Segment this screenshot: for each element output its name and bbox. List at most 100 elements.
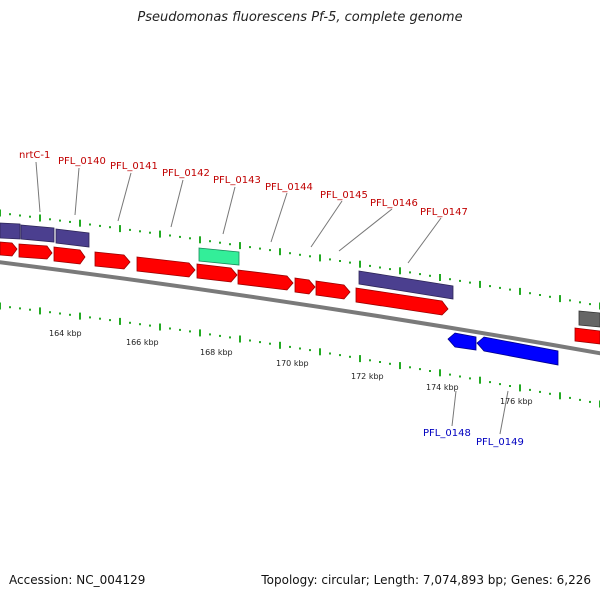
outer-tick [229, 243, 231, 246]
outer-tick [489, 285, 491, 288]
outer-tick [9, 213, 11, 216]
forward-gene-arrow[interactable] [315, 280, 351, 300]
forward-gene-arrow[interactable] [355, 287, 449, 316]
forward-gene-arrow[interactable] [196, 263, 238, 283]
outer-tick [19, 214, 21, 217]
inner-tick [199, 329, 201, 337]
forward-gene-arrow[interactable] [237, 269, 294, 291]
outer-tick [399, 267, 401, 275]
outer-tick [469, 281, 471, 284]
inner-tick [429, 370, 431, 372]
inner-tick [119, 317, 121, 325]
forward-gene-arrow[interactable] [574, 327, 600, 345]
scale-label: 164 kbp [49, 329, 82, 338]
inner-tick [469, 377, 471, 380]
outer-tick [139, 230, 141, 233]
inner-tick [359, 355, 361, 363]
inner-tick [19, 307, 21, 310]
outer-tick [279, 248, 281, 256]
forward-gene-arrow[interactable] [53, 246, 86, 265]
outer-tick [409, 271, 411, 274]
gene-label-forward[interactable]: PFL_0141 [110, 161, 158, 172]
inner-tick [519, 384, 521, 392]
inner-tick [39, 307, 41, 315]
gene-label-forward[interactable]: PFL_0147 [420, 207, 468, 218]
outer-tick [69, 220, 71, 223]
feature-block[interactable] [358, 270, 454, 300]
outer-tick [99, 224, 101, 227]
outer-tick [89, 223, 91, 226]
outer-tick [259, 247, 261, 250]
inner-tick [229, 336, 231, 339]
inner-tick [419, 368, 421, 371]
inner-tick [349, 355, 351, 358]
reverse-gene-arrow[interactable] [476, 336, 559, 366]
outer-tick [209, 240, 211, 243]
outer-tick [549, 295, 551, 298]
outer-tick [589, 303, 591, 306]
inner-tick [589, 400, 591, 403]
inner-tick [329, 352, 331, 355]
feature-block[interactable] [20, 224, 55, 243]
scale-label: 166 kbp [126, 338, 159, 347]
inner-tick [279, 341, 281, 349]
forward-gene-arrow[interactable] [136, 256, 196, 278]
gene-label-forward[interactable]: PFL_0146 [370, 198, 418, 209]
gene-label-forward[interactable]: PFL_0140 [58, 156, 106, 167]
gene-label-forward[interactable]: PFL_0142 [162, 168, 210, 179]
inner-tick [69, 313, 71, 316]
inner-tick [309, 349, 311, 352]
outer-tick [479, 280, 481, 288]
forward-gene-arrow[interactable] [0, 241, 18, 257]
inner-tick [149, 324, 151, 327]
inner-tick [569, 396, 571, 399]
gene-label-forward[interactable]: PFL_0144 [265, 182, 313, 193]
outer-tick [359, 260, 361, 268]
inner-tick [79, 312, 81, 320]
outer-tick [219, 241, 221, 244]
outer-tick [419, 273, 421, 276]
inner-tick [379, 361, 381, 363]
gene-label-reverse[interactable]: PFL_0149 [476, 437, 524, 448]
outer-tick [249, 246, 251, 249]
inner-tick [49, 311, 51, 314]
outer-tick [439, 274, 441, 281]
genome-summary-text: Topology: circular; Length: 7,074,893 bp… [261, 573, 591, 587]
inner-tick [29, 308, 31, 311]
gene-label-forward[interactable]: nrtC-1 [19, 150, 50, 161]
outer-tick [199, 236, 201, 244]
outer-tick [499, 286, 501, 289]
outer-tick [79, 219, 81, 227]
inner-tick [399, 362, 401, 370]
feature-block[interactable] [0, 222, 21, 240]
feature-block[interactable] [55, 228, 90, 248]
forward-gene-arrow[interactable] [294, 277, 316, 295]
inner-tick [489, 381, 491, 384]
outer-tick [129, 228, 131, 231]
outer-tick [109, 226, 111, 229]
reverse-gene-arrow[interactable] [447, 332, 477, 351]
outer-tick [179, 235, 181, 238]
inner-tick [389, 362, 391, 365]
inner-tick [209, 333, 211, 336]
inner-tick [0, 302, 1, 310]
scale-label: 174 kbp [426, 383, 459, 392]
inner-tick [509, 385, 511, 387]
inner-tick [109, 319, 111, 322]
outer-tick [119, 225, 121, 233]
outer-tick [509, 288, 511, 291]
scale-label: 176 kbp [500, 397, 533, 406]
gene-label-forward[interactable]: PFL_0143 [213, 175, 261, 186]
inner-tick [189, 330, 191, 333]
inner-tick [559, 392, 561, 400]
feature-block[interactable] [198, 247, 240, 266]
feature-block[interactable] [578, 310, 600, 328]
gene-label-forward[interactable]: PFL_0145 [320, 190, 368, 201]
gene-label-reverse[interactable]: PFL_0148 [423, 428, 471, 439]
outer-tick [49, 218, 51, 221]
scale-label: 172 kbp [351, 372, 384, 381]
outer-tick [459, 279, 461, 282]
forward-gene-arrow[interactable] [18, 243, 53, 260]
forward-gene-arrow[interactable] [94, 251, 131, 270]
outer-tick [39, 214, 41, 222]
